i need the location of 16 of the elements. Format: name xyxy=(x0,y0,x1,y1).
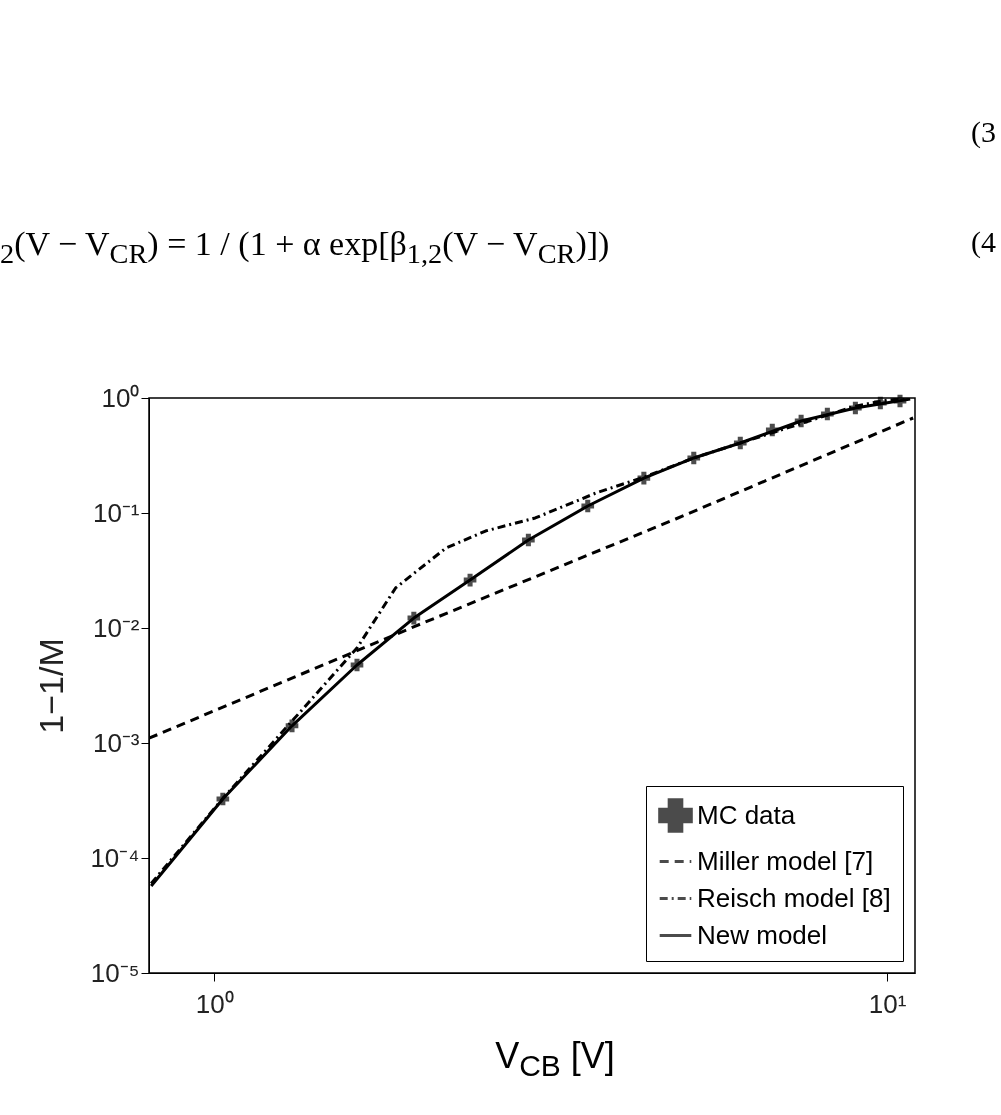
y-tick-label: 10⁻⁴ xyxy=(90,842,140,873)
text: (4 xyxy=(971,225,996,259)
x-tick-label: 10¹ xyxy=(868,988,907,1019)
legend-label: MC data xyxy=(697,799,796,830)
legend-label: Reisch model [8] xyxy=(697,882,891,913)
legend-label: New model xyxy=(697,919,828,950)
y-tick-label: 10⁰ xyxy=(101,382,140,413)
text: $_{2}$(V − V$_{CR}$) = 1 / (1 + α exp[β$_{1,2}$(V − V$_{CR}$)]) xyxy=(0,225,610,270)
y-tick-label: 10⁻³ xyxy=(92,727,140,758)
text: (3 xyxy=(971,115,996,149)
y-tick-label: 10⁻⁵ xyxy=(90,957,140,988)
y-tick-label: 10⁻¹ xyxy=(92,497,140,528)
legend-label: Miller model [7] xyxy=(697,845,874,876)
y-axis-title: 1−1/M xyxy=(32,638,71,734)
x-axis-title: V$_{CB}$ [V] xyxy=(494,1035,616,1084)
y-tick-label: 10⁻² xyxy=(92,612,140,643)
